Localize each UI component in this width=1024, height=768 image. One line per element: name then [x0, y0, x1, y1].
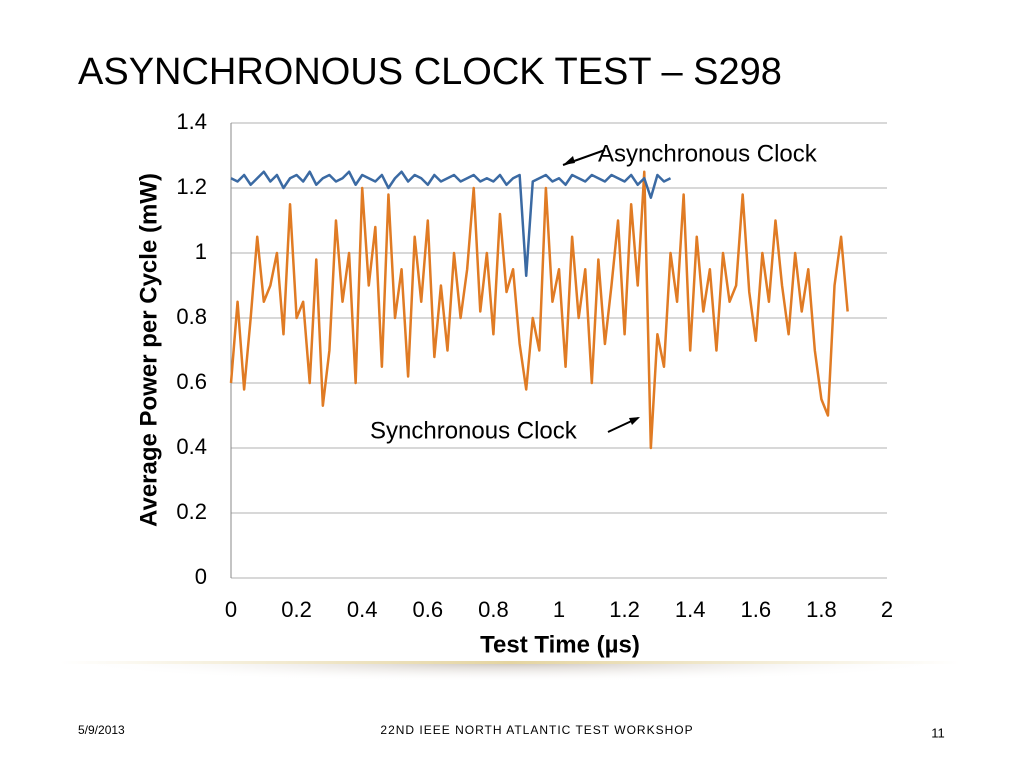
- x-tick-label: 2: [881, 597, 893, 622]
- x-tick-label: 0.6: [413, 597, 444, 622]
- y-tick-label: 0: [195, 564, 207, 589]
- slide-title: ASYNCHRONOUS CLOCK TEST – S298: [78, 51, 782, 93]
- series-line: [229, 170, 849, 450]
- y-tick-label: 0.2: [176, 499, 207, 524]
- x-tick-label: 0: [225, 597, 237, 622]
- plot: 0 0.2 0.4 0.6 0.8 1 1.2 1.4 0 0.2 0.4 0.6 0.8 1 1.2 1.4…: [176, 109, 893, 622]
- x-tick-label: 1.2: [609, 597, 640, 622]
- x-tick-label: 0.8: [478, 597, 509, 622]
- y-tick-label: 0.6: [176, 369, 207, 394]
- arrow-head: [563, 156, 575, 165]
- divider-shadow: [60, 662, 960, 702]
- x-tick-label: 1.8: [806, 597, 837, 622]
- y-tick-label: 1: [195, 239, 207, 264]
- y-axis-label: Average Power per Cycle (mW): [135, 173, 162, 527]
- arrow-head: [629, 417, 640, 425]
- y-tick-label: 0.8: [176, 304, 207, 329]
- annotation: Synchronous Clock: [370, 417, 578, 444]
- y-tick-label: 0.4: [176, 434, 207, 459]
- x-tick-label: 0.2: [281, 597, 312, 622]
- page-number: 11: [931, 725, 945, 740]
- x-tick-label: 1.4: [675, 597, 706, 622]
- x-tick-label: 1.6: [741, 597, 772, 622]
- footer-text: 22ND IEEE NORTH ATLANTIC TEST WORKSHOP: [380, 723, 693, 737]
- divider: [60, 661, 960, 664]
- annotation: Asynchronous Clock: [598, 140, 818, 167]
- x-tick-label: 1: [553, 597, 565, 622]
- y-tick-label: 1.4: [176, 109, 207, 134]
- y-tick-label: 1.2: [176, 174, 207, 199]
- x-tick-label: 0.4: [347, 597, 378, 622]
- footer-date: 5/9/2013: [78, 723, 125, 737]
- x-axis-label: Test Time (µs): [480, 631, 640, 658]
- series-line: [230, 170, 672, 277]
